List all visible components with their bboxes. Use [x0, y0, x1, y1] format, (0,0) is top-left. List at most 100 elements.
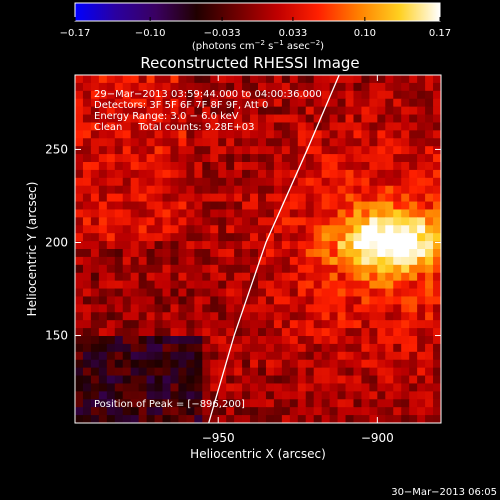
heatmap-cell	[114, 336, 124, 345]
heatmap-cell	[194, 90, 203, 100]
heatmap-cell	[138, 399, 148, 408]
heatmap-cell	[202, 343, 211, 353]
heatmap-cell	[265, 138, 275, 147]
heatmap-cell	[409, 359, 418, 369]
heatmap-cell	[417, 154, 426, 163]
heatmap-cell	[162, 162, 172, 171]
heatmap-cell	[138, 320, 148, 329]
heatmap-cell	[273, 193, 283, 203]
heatmap-cell	[417, 249, 426, 258]
heatmap-cell	[170, 272, 180, 282]
heatmap-cell	[289, 343, 299, 353]
heatmap-cell	[138, 98, 148, 108]
heatmap-cell	[265, 225, 275, 234]
heatmap-cell	[361, 399, 370, 408]
heatmap-cell	[202, 407, 211, 416]
heatmap-cell	[281, 343, 291, 353]
heatmap-cell	[409, 130, 418, 139]
heatmap-cell	[130, 272, 140, 282]
heatmap-cell	[162, 264, 172, 274]
heatmap-cell	[401, 288, 410, 298]
heatmap-cell	[281, 82, 291, 92]
heatmap-cell	[75, 383, 84, 392]
heatmap-cell	[114, 241, 124, 250]
heatmap-cell	[313, 375, 323, 385]
heatmap-cell	[250, 336, 259, 345]
heatmap-cell	[305, 296, 315, 305]
heatmap-cell	[313, 209, 323, 218]
heatmap-cell	[138, 312, 148, 321]
heatmap-cell	[138, 130, 148, 139]
heatmap-cell	[433, 383, 441, 392]
heatmap-cell	[106, 162, 116, 171]
heatmap-cell	[369, 122, 378, 131]
heatmap-cell	[273, 415, 283, 423]
heatmap-cell	[170, 193, 180, 203]
heatmap-cell	[297, 217, 307, 226]
heatmap-cell	[401, 169, 410, 179]
heatmap-cell	[329, 264, 339, 274]
heatmap-cell	[361, 162, 370, 171]
heatmap-cell	[289, 336, 299, 345]
heatmap-cell	[170, 225, 180, 234]
heatmap-cell	[226, 162, 235, 171]
heatmap-cell	[250, 351, 259, 361]
heatmap-cell	[409, 249, 418, 258]
heatmap-cell	[194, 146, 203, 155]
heatmap-cell	[186, 193, 195, 203]
heatmap-cell	[409, 383, 418, 392]
heatmap-cell	[258, 343, 267, 353]
heatmap-cell	[202, 169, 211, 179]
heatmap-cell	[138, 177, 148, 187]
x-tick-label: −900	[361, 431, 394, 445]
heatmap-cell	[337, 185, 347, 195]
heatmap-cell	[154, 169, 164, 179]
heatmap-cell	[98, 375, 108, 385]
heatmap-cell	[98, 415, 108, 423]
heatmap-cell	[345, 169, 355, 179]
heatmap-cell	[186, 288, 195, 298]
heatmap-cell	[82, 90, 92, 100]
heatmap-cell	[425, 241, 434, 250]
heatmap-cell	[417, 146, 426, 155]
heatmap-cell	[210, 249, 219, 258]
heatmap-cell	[122, 296, 132, 305]
heatmap-cell	[226, 280, 235, 290]
heatmap-cell	[138, 217, 148, 226]
heatmap-cell	[106, 343, 116, 353]
heatmap-cell	[361, 185, 370, 195]
heatmap-cell	[273, 217, 283, 226]
heatmap-cell	[433, 391, 441, 400]
heatmap-cell	[353, 296, 363, 305]
heatmap-cell	[122, 169, 132, 179]
heatmap-cell	[82, 138, 92, 147]
heatmap-cell	[170, 138, 180, 147]
heatmap-cell	[313, 367, 323, 377]
heatmap-cell	[417, 304, 426, 313]
heatmap-cell	[90, 201, 100, 211]
heatmap-cell	[138, 201, 148, 211]
heatmap-cell	[265, 249, 275, 258]
heatmap-cell	[393, 146, 402, 155]
heatmap-cell	[265, 312, 275, 321]
heatmap-cell	[425, 351, 434, 361]
heatmap-cell	[369, 241, 378, 250]
heatmap-cell	[202, 75, 211, 84]
heatmap-cell	[218, 162, 227, 171]
heatmap-cell	[313, 154, 323, 163]
heatmap-cell	[202, 82, 211, 92]
heatmap-cell	[409, 154, 418, 163]
heatmap-cell	[297, 130, 307, 139]
heatmap-cell	[345, 336, 355, 345]
heatmap-cell	[345, 359, 355, 369]
heatmap-cell	[425, 296, 434, 305]
heatmap-cell	[130, 217, 140, 226]
heatmap-cell	[234, 391, 243, 400]
heatmap-cell	[234, 130, 243, 139]
heatmap-cell	[98, 328, 108, 337]
heatmap-cell	[289, 114, 299, 124]
heatmap-cell	[313, 225, 323, 234]
heatmap-cell	[250, 162, 259, 171]
heatmap-cell	[98, 162, 108, 171]
heatmap-cell	[258, 264, 267, 274]
